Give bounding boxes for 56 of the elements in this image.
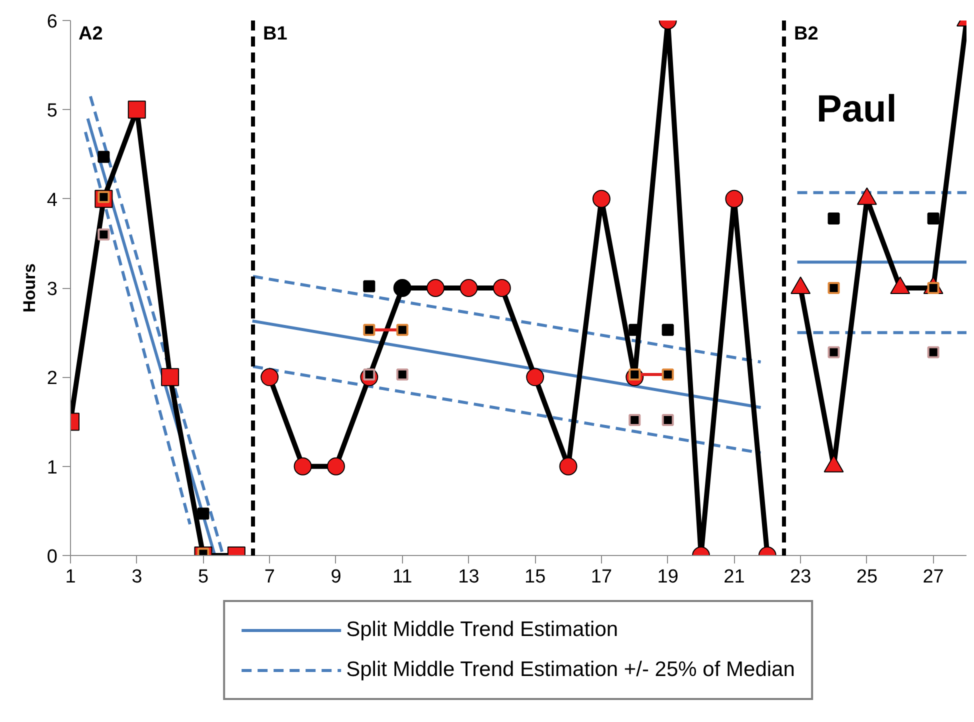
y-tick-label: 1	[46, 457, 58, 478]
ref-line-label: B1	[263, 24, 288, 44]
point	[326, 457, 345, 476]
point	[559, 457, 578, 476]
x-tick-label: 23	[790, 566, 812, 588]
point	[128, 100, 146, 119]
x-tick-label: 3	[132, 566, 142, 588]
legend-label: Split Middle Trend Estimation +/- 25% of Median	[346, 658, 795, 682]
y-tick-label: 6	[46, 12, 58, 32]
x-tick-label: 5	[198, 566, 209, 588]
point	[426, 279, 445, 297]
point	[294, 457, 312, 476]
point	[662, 324, 674, 336]
y-tick-label: 3	[46, 279, 58, 300]
annotation: Paul	[816, 88, 897, 130]
x-tick-label: 15	[524, 566, 546, 588]
point	[628, 414, 641, 426]
x-tick-label: 13	[458, 566, 480, 588]
x-tick-label: 1	[65, 566, 76, 588]
point	[98, 228, 110, 240]
point	[927, 212, 940, 224]
point	[363, 280, 376, 292]
point	[725, 190, 744, 208]
x-tick-label: 25	[856, 566, 878, 588]
point	[492, 279, 511, 297]
y-tick-label: 0	[46, 546, 58, 568]
y-tick-label: 2	[46, 368, 58, 390]
point	[396, 324, 408, 336]
y-axis-title: Hours	[20, 263, 39, 313]
y-tick-label: 4	[46, 190, 58, 211]
x-tick-label: 21	[724, 566, 745, 588]
ref-line-label: B2	[794, 24, 818, 44]
point	[526, 368, 544, 386]
point	[828, 282, 840, 294]
point	[161, 368, 180, 386]
x-tick-label: 11	[392, 566, 412, 588]
x-tick-label: 27	[922, 566, 944, 588]
point	[460, 279, 478, 297]
point	[260, 368, 279, 386]
x-tick-label: 19	[657, 566, 678, 588]
point	[197, 508, 210, 520]
x-tick-label: 17	[590, 566, 612, 588]
point	[662, 368, 674, 380]
point	[396, 368, 408, 380]
point	[828, 212, 840, 224]
annotation: A2	[78, 24, 103, 44]
point	[662, 414, 674, 426]
x-tick-label: 9	[330, 566, 342, 588]
point	[363, 324, 376, 336]
x-tick-label: 7	[264, 566, 275, 588]
legend-label: Split Middle Trend Estimation	[346, 618, 618, 642]
point	[592, 190, 610, 208]
point	[828, 346, 840, 358]
y-tick-label: 5	[46, 100, 58, 122]
point	[98, 150, 110, 163]
point	[927, 346, 940, 358]
